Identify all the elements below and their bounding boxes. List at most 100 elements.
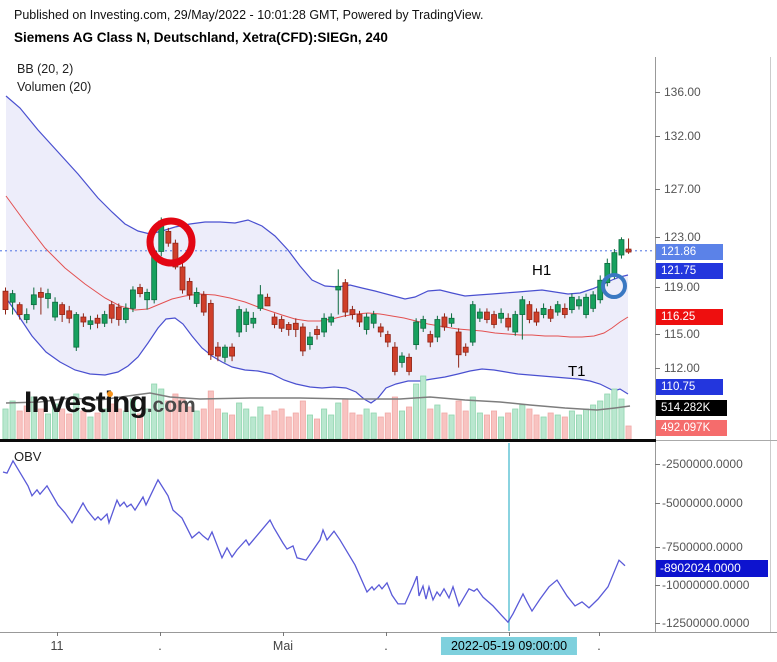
obv-tick-label: -2500000.0000: [662, 457, 743, 471]
time-tick-label: .: [597, 639, 601, 653]
candlestick: [554, 304, 561, 313]
volume-bar: [299, 400, 306, 440]
candlestick: [38, 291, 44, 298]
legend-volumen[interactable]: Volumen (20): [17, 80, 92, 94]
price-axis-label: 121.86: [656, 244, 723, 260]
candlestick: [16, 304, 23, 315]
volume-ma-line: [5, 392, 631, 411]
volume-bar: [236, 402, 243, 440]
candlestick: [94, 317, 101, 324]
candlestick: [80, 316, 87, 323]
candlestick: [335, 285, 342, 291]
volume-bar: [583, 408, 590, 440]
candlestick: [448, 317, 455, 324]
time-tick-mark: [57, 632, 58, 636]
volume-bar: [512, 408, 519, 440]
candlestick: [73, 314, 80, 348]
price-tick-label: 112.00: [664, 361, 700, 375]
candlestick: [115, 306, 122, 320]
volume-bar: [604, 393, 611, 440]
volume-bar: [292, 412, 299, 440]
candlestick: [243, 311, 250, 325]
candlestick: [122, 307, 129, 320]
candlestick: [625, 248, 632, 253]
price-axis-label: 116.25: [656, 309, 723, 325]
candlestick: [618, 239, 625, 256]
candlestick: [23, 314, 30, 320]
candlestick: [292, 322, 299, 330]
volume-bar: [335, 402, 342, 440]
candlestick: [505, 317, 512, 328]
candlestick: [321, 317, 328, 333]
time-tick-label: .: [158, 639, 162, 653]
candlestick: [214, 346, 221, 357]
volume-bar: [384, 412, 391, 440]
event-date-label: 2022-05-19 09:00:00: [440, 637, 578, 655]
volume-bar: [264, 414, 271, 440]
candlestick: [250, 317, 257, 324]
candlestick: [222, 346, 228, 358]
volume-bar: [306, 414, 313, 440]
candlestick: [576, 299, 582, 307]
price-tick-label: 127.00: [664, 182, 701, 196]
candlestick: [52, 301, 58, 318]
panel-separator[interactable]: [0, 439, 656, 442]
candlestick: [434, 319, 441, 338]
volume-bar: [483, 414, 490, 440]
candlestick: [2, 290, 9, 310]
candlestick: [299, 326, 306, 352]
blue-circle-annotation: [601, 273, 627, 299]
volume-bar: [221, 412, 228, 440]
candlestick: [604, 262, 611, 284]
candlestick: [569, 296, 575, 310]
axis-right-border: [770, 57, 771, 632]
price-tick-label: 115.00: [664, 327, 700, 341]
candlestick: [583, 296, 589, 315]
price-tick-mark: [655, 135, 660, 137]
volume-bar: [505, 412, 512, 440]
price-axis-line[interactable]: [655, 57, 656, 632]
panel-separator-axis-part: [656, 440, 777, 441]
legend-bb[interactable]: BB (20, 2): [17, 62, 74, 76]
candlestick: [87, 320, 94, 325]
candlestick: [469, 304, 476, 343]
price-tick-mark: [655, 91, 660, 93]
volume-bar: [9, 400, 16, 440]
volume-bar: [547, 412, 554, 440]
candlestick: [257, 294, 264, 309]
volume-bar: [469, 396, 476, 440]
candlestick: [540, 307, 547, 315]
volume-bar: [441, 412, 448, 440]
obv-panel-title[interactable]: OBV: [14, 449, 42, 464]
candlestick: [377, 326, 384, 333]
volume-bar: [200, 408, 207, 440]
volume-bar: [462, 410, 469, 440]
volume-bar: [87, 416, 94, 440]
volume-bar: [427, 408, 434, 440]
time-tick-mark: [599, 632, 600, 636]
candlestick: [391, 346, 398, 372]
investing-watermark-text: Investing: [24, 386, 148, 419]
volume-bar: [2, 408, 9, 440]
obv-line: [2, 459, 626, 624]
volume-bar: [250, 416, 257, 440]
candlestick: [519, 299, 526, 315]
candlestick: [307, 336, 313, 346]
candlestick: [611, 252, 618, 276]
price-tick-mark: [655, 236, 660, 238]
volume-bar: [16, 410, 23, 440]
volume-bar: [328, 414, 335, 440]
candlestick: [101, 314, 108, 324]
time-axis-line[interactable]: [0, 632, 777, 633]
instrument-title: Siemens AG Class N, Deutschland, Xetra(C…: [14, 30, 388, 45]
candlestick: [66, 310, 73, 319]
investing-watermark-suffix: .com: [146, 394, 196, 417]
volume-bar: [540, 416, 547, 440]
candlestick: [413, 321, 420, 346]
volume-bar: [455, 400, 462, 440]
price-tick-label: 132.00: [664, 129, 701, 143]
obv-tick-label: -12500000.0000: [662, 616, 750, 630]
price-tick-label: 136.00: [664, 85, 701, 99]
